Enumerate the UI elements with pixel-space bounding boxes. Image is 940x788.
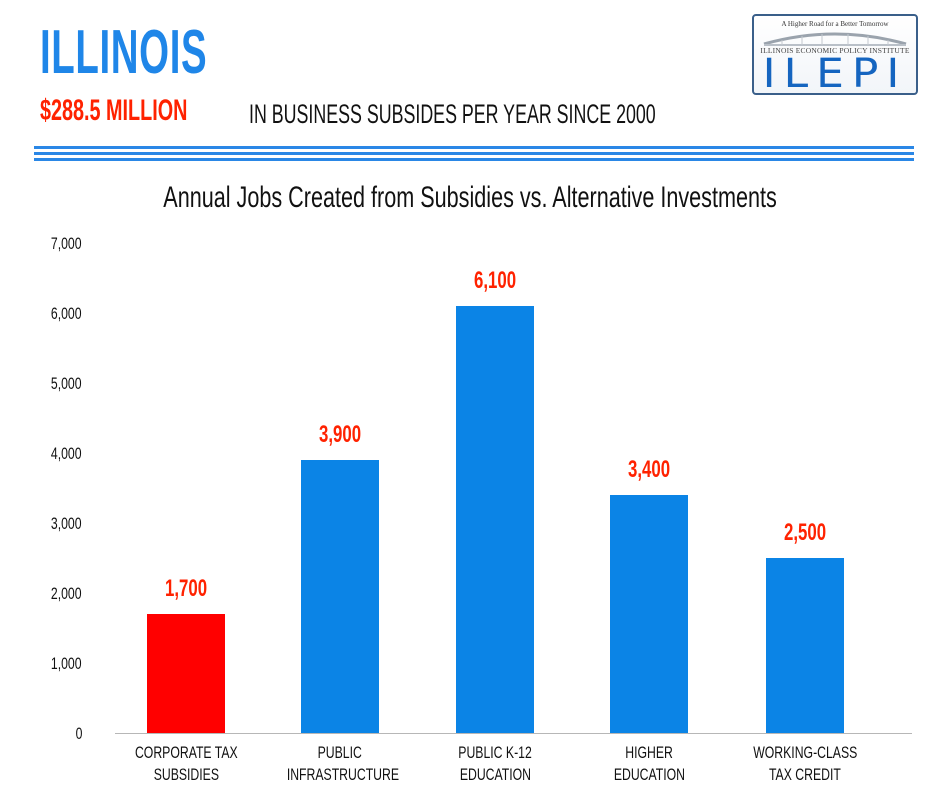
ilepi-logo: A Higher Road for a Better Tomorrow ILLI… [752,14,918,95]
divider-line [34,158,914,161]
bar [610,495,688,733]
category-line: SUBSIDIES [153,765,219,784]
divider-line [34,146,914,149]
y-tick-label: 4,000 [51,444,82,463]
logo-tagline: A Higher Road for a Better Tomorrow [781,20,889,28]
category-line: HIGHER [625,743,673,762]
y-tick-label: 2,000 [51,584,82,603]
bar [301,460,379,733]
bar-value-label: 2,500 [745,521,865,545]
bar-value-label: 1,700 [126,577,246,601]
logo-acronym: ILEPI [762,50,908,95]
y-tick: 7,000 [22,235,82,252]
divider-line [34,152,914,155]
y-tick: 1,000 [22,655,82,672]
bar-value-text: 3,900 [318,421,362,448]
y-tick: 2,000 [22,585,82,602]
y-tick: 3,000 [22,515,82,532]
category-line: PUBLIC [317,743,363,762]
chart-title: Annual Jobs Created from Subsidies vs. A… [0,183,940,213]
x-axis-line [115,733,912,734]
category-line: INFRASTRUCTURE [286,765,400,784]
x-category-label: PUBLIC K-12 EDUCATION [420,742,570,786]
bar-value-label: 6,100 [435,269,555,293]
bar [766,558,844,733]
category-line: PUBLIC K-12 [458,743,532,762]
bar-value-text: 3,400 [627,456,671,483]
y-tick-label: 3,000 [51,514,82,533]
category-line: EDUCATION [613,765,685,784]
y-tick: 6,000 [22,305,82,322]
bridge-icon [763,32,907,46]
bar-value-text: 6,100 [473,267,517,294]
x-category-label: WORKING-CLASS TAX CREDIT [730,742,880,786]
y-tick-label: 6,000 [51,304,82,323]
y-tick-label: 1,000 [51,654,82,673]
bar [147,614,225,733]
y-tick: 4,000 [22,445,82,462]
bar [456,306,534,733]
y-tick: 0 [22,725,82,742]
logo-org-name: ILLINOIS ECONOMIC POLICY INSTITUTE [760,46,910,55]
category-line: TAX CREDIT [769,765,841,784]
category-line: WORKING-CLASS [752,743,858,762]
bar-value-label: 3,900 [280,423,400,447]
state-title: ILLINOIS [40,18,208,87]
chart-title-text: Annual Jobs Created from Subsidies vs. A… [163,181,777,214]
x-category-label: PUBLIC INFRASTRUCTURE [265,742,415,786]
y-tick-label: 0 [75,724,82,743]
y-tick-label: 5,000 [51,374,82,393]
category-line: CORPORATE TAX [134,743,238,762]
subsidy-amount: $288.5 MILLION [40,94,188,127]
y-tick-label: 7,000 [51,234,82,253]
x-category-label: CORPORATE TAX SUBSIDIES [111,742,261,786]
y-tick: 5,000 [22,375,82,392]
bar-value-label: 3,400 [589,458,709,482]
x-category-label: HIGHER EDUCATION [574,742,724,786]
bar-value-text: 2,500 [783,519,827,546]
bar-value-text: 1,700 [164,575,208,602]
subsidy-subtitle: IN BUSINESS SUBSIDES PER YEAR SINCE 2000 [249,99,656,129]
category-line: EDUCATION [459,765,531,784]
